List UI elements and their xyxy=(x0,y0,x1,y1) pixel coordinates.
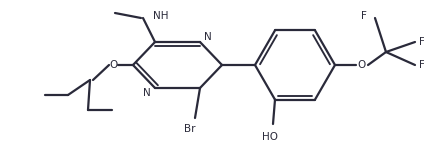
Text: N: N xyxy=(143,88,151,98)
Text: Br: Br xyxy=(184,124,196,134)
Text: NH: NH xyxy=(153,11,168,21)
Text: N: N xyxy=(204,32,212,42)
Text: F: F xyxy=(419,37,424,47)
Text: O: O xyxy=(358,60,366,70)
Text: O: O xyxy=(110,60,118,70)
Text: F: F xyxy=(361,11,367,21)
Text: HO: HO xyxy=(262,132,278,142)
Text: F: F xyxy=(419,60,424,70)
